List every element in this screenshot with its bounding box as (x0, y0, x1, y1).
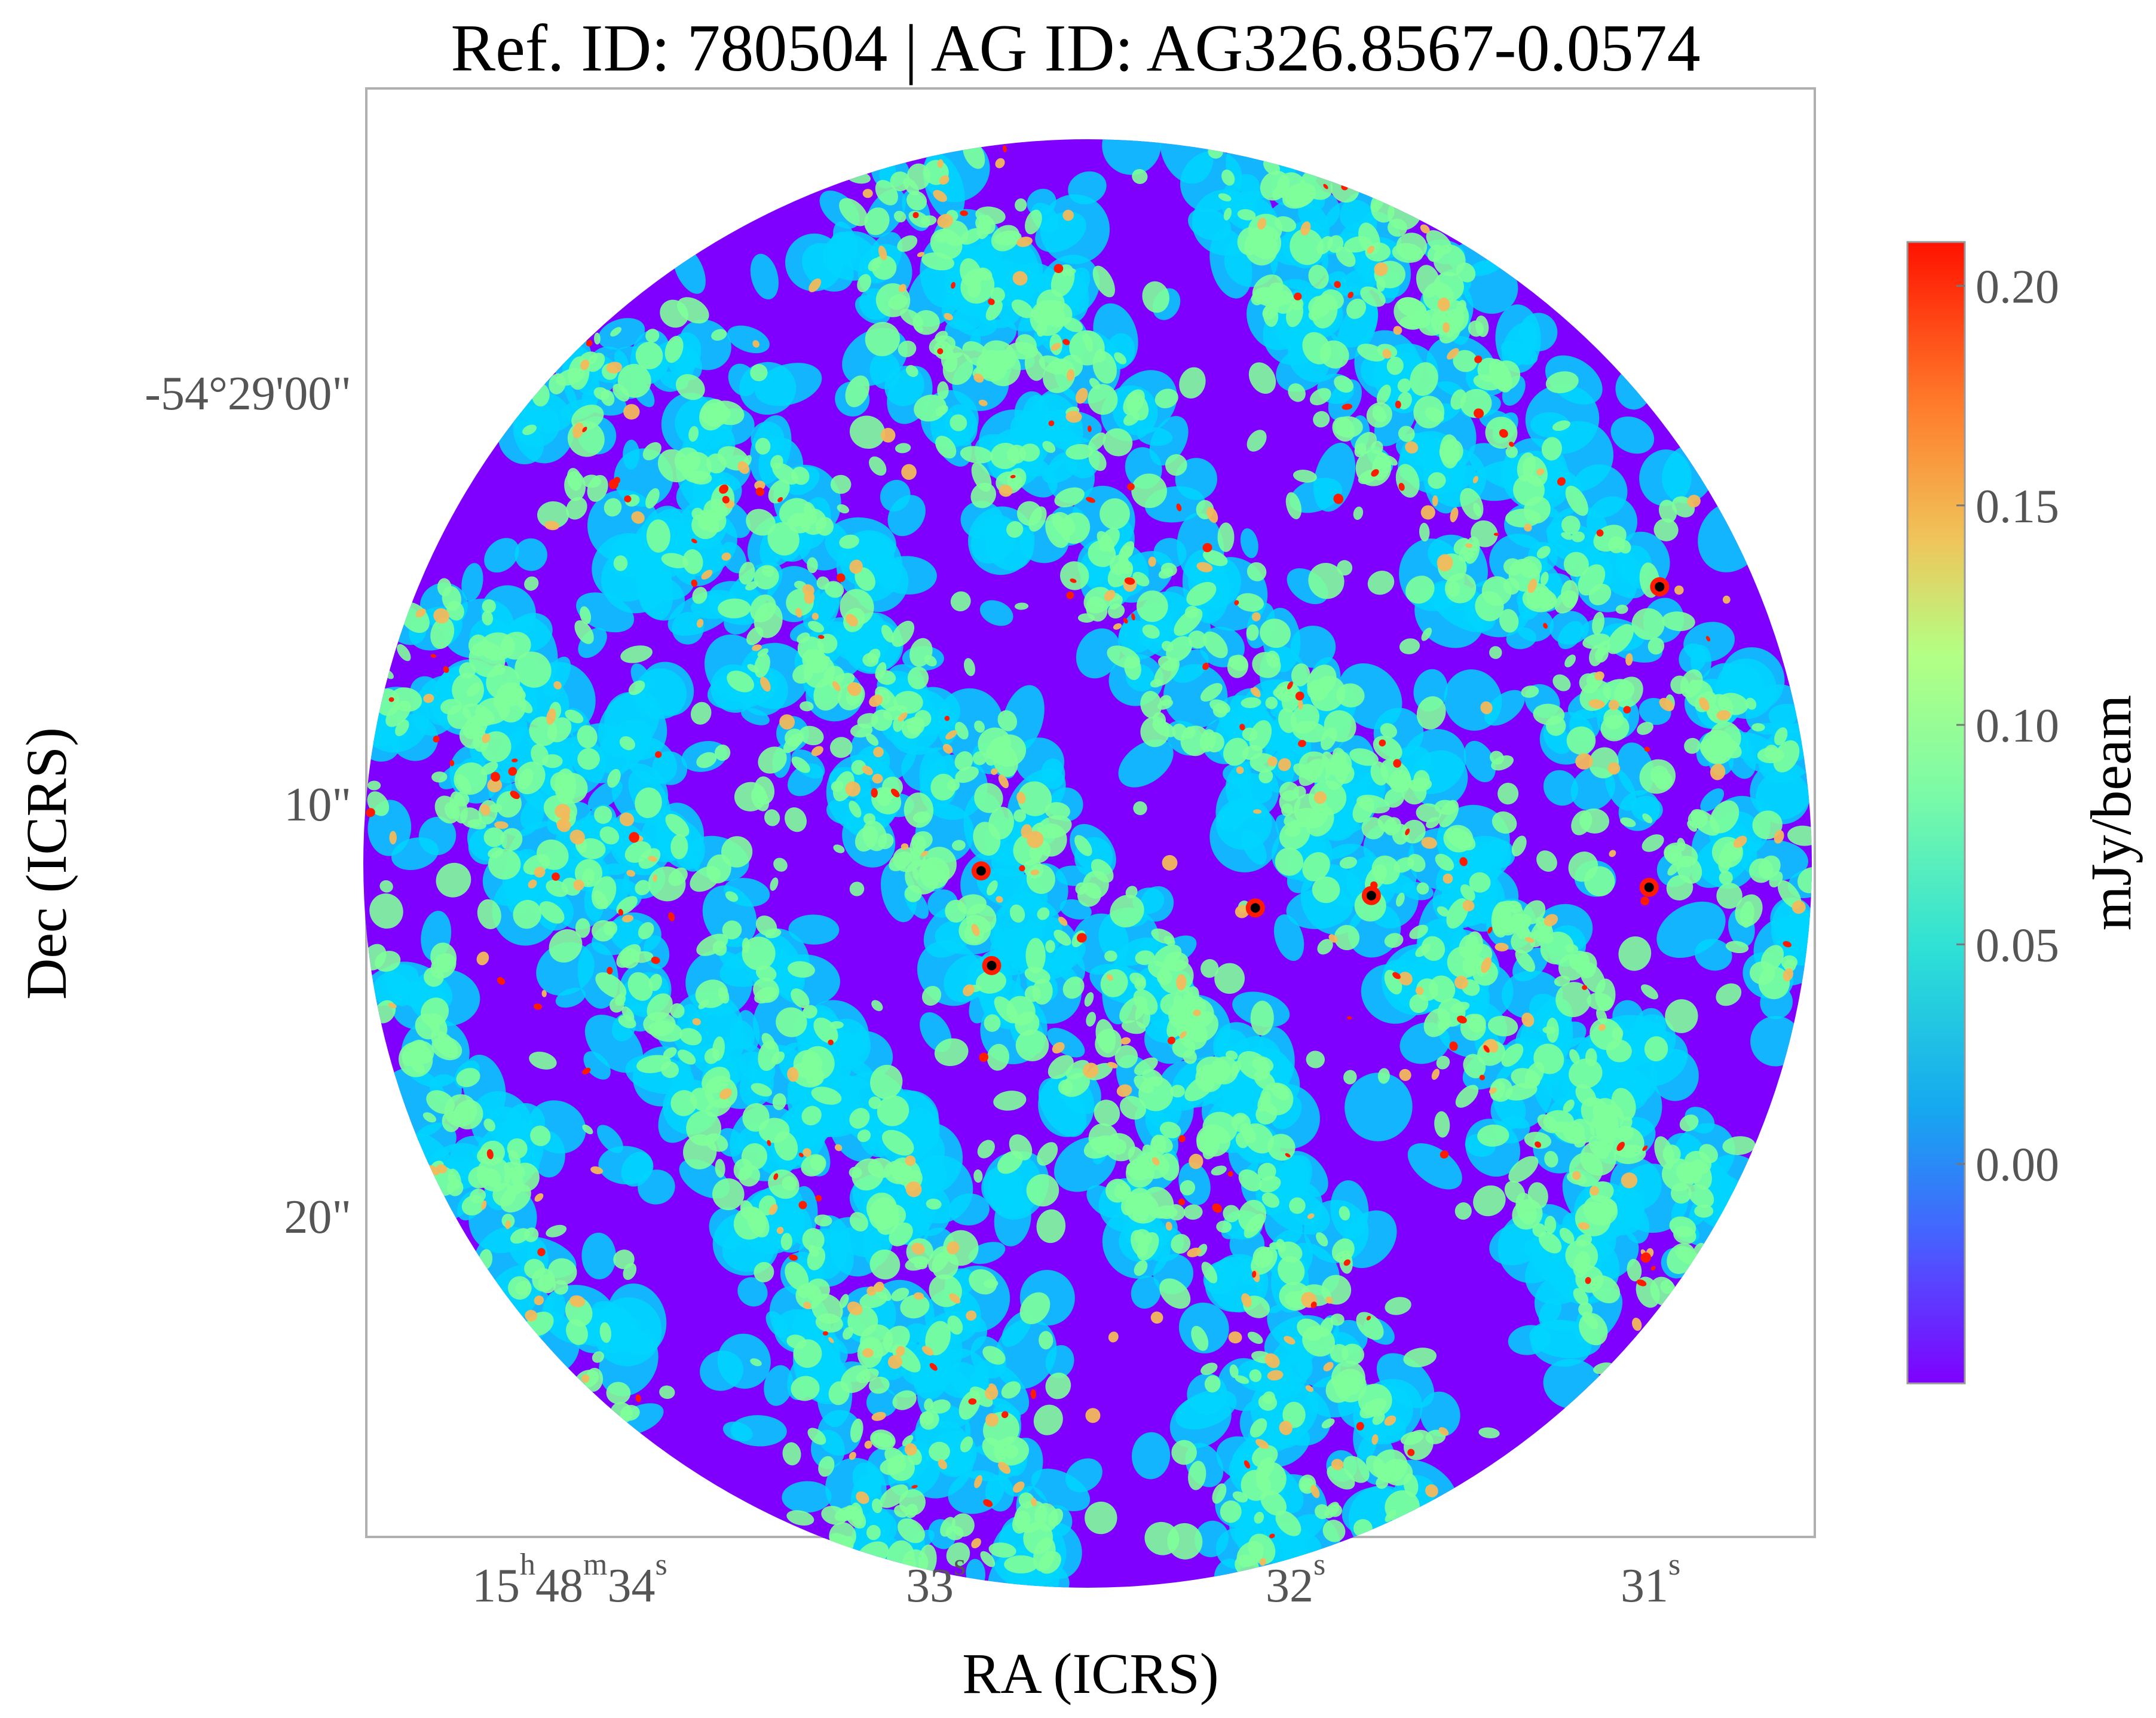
emission-blob-2213 (1045, 940, 1055, 953)
y-axis-label: Dec (ICRS) (14, 727, 78, 1000)
emission-blob-222 (1131, 1432, 1171, 1480)
emission-blob-6 (1700, 788, 1725, 812)
x-tick-0: 15h48m34s (472, 1548, 667, 1612)
y-tick-1: 10" (284, 779, 351, 831)
y-axis: -54°29'00" 10" 20" Dec (ICRS) (14, 368, 351, 1244)
emission-blob-36 (1610, 416, 1655, 454)
x-tick-0-h: 15 (472, 1560, 520, 1612)
emission-blob-2154 (613, 555, 628, 571)
colorbar-tick-label-4: 0.00 (1976, 1139, 2059, 1192)
emission-blob-310 (1463, 740, 1496, 783)
emission-blob-262 (727, 325, 770, 354)
emission-blob-124 (787, 763, 823, 797)
colorbar: 0.20 0.15 0.10 0.05 0.00 mJy/beam (1906, 241, 2143, 1385)
emission-blob-381 (1543, 770, 1579, 806)
x-tick-3: 31s (1621, 1548, 1680, 1612)
emission-blob-461 (484, 538, 519, 573)
emission-blob-283 (1264, 1206, 1303, 1245)
y-tick-2: 20" (284, 1191, 351, 1244)
emission-blob-257 (887, 495, 926, 537)
emission-blob-2081 (643, 1012, 676, 1037)
source-core-0 (976, 866, 986, 876)
emission-blob-2421 (1004, 1555, 1038, 1574)
plot-area (363, 87, 1816, 1588)
x-tick-0-s: 34 (607, 1560, 655, 1612)
emission-blob-530 (737, 1277, 768, 1307)
emission-blob-232 (1631, 795, 1663, 822)
emission-blob-2563 (1217, 522, 1235, 552)
emission-blob-2083 (1519, 556, 1542, 578)
x-tick-0-m: 48 (535, 1560, 583, 1612)
colorbar-gradient (1906, 241, 1966, 1385)
emission-blob-442 (514, 538, 547, 571)
emission-blob-1613 (1104, 950, 1117, 962)
emission-blob-316 (979, 600, 1013, 626)
emission-blob-165 (717, 1333, 771, 1389)
emission-blob-2542 (1025, 938, 1046, 973)
emission-blob-57 (1290, 625, 1336, 668)
colorbar-tick-label-3: 0.05 (1976, 919, 2059, 972)
emission-blob-83 (598, 318, 645, 350)
emission-blob-2556 (937, 381, 949, 400)
emission-blob-433 (1102, 139, 1161, 175)
emission-layer (363, 139, 1812, 1588)
colorbar-label: mJy/beam (2079, 695, 2143, 931)
colorbar-tick-label-0: 0.20 (1976, 261, 2059, 313)
emission-blob-2685 (389, 831, 397, 845)
emission-blob-2644 (1572, 1171, 1581, 1180)
colorbar-tick-label-2: 0.10 (1976, 700, 2059, 752)
emission-blob-397 (1639, 449, 1692, 506)
source-core-4 (1644, 882, 1654, 892)
x-axis-label: RA (ICRS) (962, 1642, 1218, 1705)
emission-blob-1891 (906, 163, 931, 190)
emission-blob-80 (1273, 914, 1304, 961)
image-disk (363, 139, 1812, 1588)
emission-blob-130 (782, 1481, 832, 1513)
source-core-2 (1250, 903, 1260, 913)
colorbar-tick-label-1: 0.15 (1976, 480, 2059, 533)
emission-blob-460 (1240, 528, 1258, 558)
emission-blob-226 (1068, 171, 1107, 205)
chart-title: Ref. ID: 780504 | AG ID: AG326.8567-0.05… (451, 11, 1700, 85)
source-core-5 (1655, 581, 1665, 592)
colorbar-ticks: 0.20 0.15 0.10 0.05 0.00 (1956, 261, 2059, 1192)
source-core-3 (1366, 890, 1376, 901)
emission-blob-35 (764, 1365, 793, 1406)
y-tick-0: -54°29'00" (145, 368, 351, 420)
source-core-1 (987, 960, 997, 970)
